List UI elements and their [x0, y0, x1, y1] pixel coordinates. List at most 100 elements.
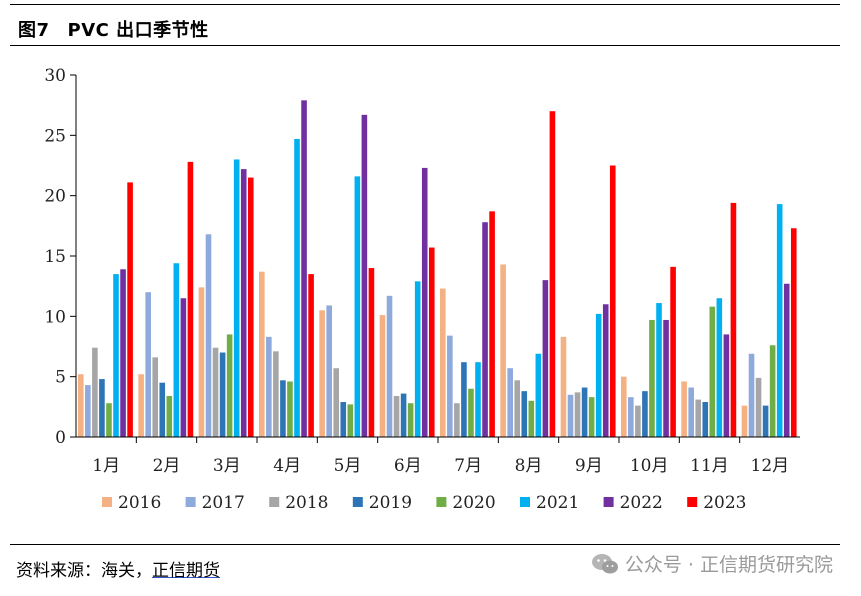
- x-tick-label: 3月: [213, 456, 241, 476]
- x-tick-label: 9月: [575, 456, 603, 476]
- bar-2021-11: [716, 298, 723, 437]
- bar-2023-5: [368, 268, 375, 437]
- bar-2018-6: [393, 395, 400, 437]
- wechat-icon: [591, 553, 618, 573]
- x-tick-label: 11月: [690, 456, 729, 476]
- bar-2016-2: [138, 374, 144, 437]
- bar-2022-3: [240, 169, 247, 437]
- bar-2018-7: [454, 403, 460, 437]
- y-tick-label: 15: [44, 247, 66, 267]
- bar-2019-11: [702, 402, 709, 437]
- bar-2023-3: [247, 177, 254, 437]
- legend-swatch-2023: [687, 497, 698, 507]
- bar-2020-2: [166, 395, 173, 437]
- bar-2019-6: [400, 393, 407, 437]
- source-org: 正信期货: [152, 561, 220, 581]
- bar-2021-7: [475, 362, 481, 437]
- bar-2020-1: [106, 403, 112, 437]
- bar-2021-5: [354, 176, 361, 438]
- legend-label-2018: 2018: [285, 493, 328, 513]
- bar-2023-9: [609, 165, 616, 437]
- figure-number: 图7: [18, 20, 50, 41]
- legend: 2016 2017 2018 2019 2020 2021 2022 2023: [102, 493, 746, 513]
- bar-2016-3: [198, 287, 205, 437]
- bar-2023-11: [730, 202, 737, 437]
- legend-label-2023: 2023: [703, 493, 746, 513]
- bar-2016-6: [379, 315, 386, 437]
- source-prefix: 资料来源：海关，: [16, 561, 152, 581]
- y-tick-label: 10: [44, 307, 66, 327]
- bar-2017-6: [386, 295, 393, 437]
- bar-2017-3: [205, 234, 212, 437]
- bar-2022-1: [120, 269, 126, 437]
- x-tick-label: 1月: [92, 456, 120, 476]
- bar-2022-5: [361, 114, 368, 437]
- bar-2020-5: [347, 404, 354, 437]
- bar-2017-2: [145, 292, 151, 437]
- legend-swatch-2018: [269, 497, 280, 507]
- bar-2021-4: [294, 138, 300, 437]
- bar-2017-10: [628, 397, 634, 437]
- legend-label-2016: 2016: [118, 493, 161, 513]
- bar-2016-7: [440, 288, 446, 437]
- x-tick-label: 12月: [751, 456, 790, 476]
- bar-2021-6: [414, 281, 421, 437]
- legend-label-2021: 2021: [536, 493, 579, 513]
- bar-2021-8: [535, 353, 542, 437]
- x-tick-label: 7月: [454, 456, 482, 476]
- bar-chart: 0 5 10 15 20 25 30 1月 2月 3月 4月 5月 6月 7月 8月 9月 10月 11月 12月…: [44, 66, 800, 513]
- bar-2021-1: [113, 274, 119, 437]
- bar-2023-6: [428, 247, 435, 437]
- footer-rule: [10, 544, 840, 545]
- bar-2018-1: [92, 347, 98, 437]
- bar-2016-5: [319, 310, 325, 437]
- bar-2016-10: [621, 376, 627, 437]
- legend-swatch-2016: [102, 497, 112, 507]
- x-tick-label: 4月: [273, 456, 301, 476]
- watermark-text: 公众号 · 正信期货研究院: [624, 554, 833, 576]
- watermark: 公众号 · 正信期货研究院: [591, 550, 833, 577]
- bar-2020-3: [226, 334, 233, 437]
- bar-2017-4: [266, 336, 272, 437]
- bar-2016-1: [78, 374, 84, 437]
- x-tick-label: 10月: [630, 456, 669, 476]
- legend-label-2022: 2022: [620, 493, 663, 513]
- bar-2019-9: [581, 387, 588, 437]
- bar-2020-8: [528, 400, 535, 437]
- legend-label-2019: 2019: [369, 493, 412, 513]
- y-tick-label: 25: [44, 126, 66, 146]
- bar-2018-5: [333, 368, 340, 437]
- bar-2017-9: [567, 394, 574, 437]
- bar-2021-12: [776, 204, 783, 437]
- bar-2019-7: [461, 362, 467, 437]
- bar-2019-4: [280, 380, 286, 437]
- bar-2020-9: [588, 397, 595, 437]
- bar-2017-7: [447, 335, 453, 437]
- bar-2019-12: [762, 405, 769, 437]
- legend-label-2017: 2017: [202, 493, 245, 513]
- bar-2019-1: [99, 379, 105, 437]
- y-tick-label: 20: [44, 187, 66, 207]
- bar-2022-8: [542, 280, 549, 437]
- bar-2018-2: [152, 357, 159, 437]
- bar-2023-7: [489, 211, 495, 437]
- title-rule: [10, 45, 840, 46]
- bar-2018-12: [755, 377, 762, 437]
- bar-2020-10: [649, 319, 655, 437]
- bar-2019-10: [642, 391, 648, 437]
- bar-2023-2: [187, 161, 194, 437]
- bar-2017-1: [85, 385, 91, 437]
- bar-2023-10: [670, 266, 676, 437]
- legend-swatch-2020: [436, 497, 447, 507]
- bar-2016-9: [560, 336, 567, 437]
- bar-2022-6: [421, 167, 428, 437]
- bar-2017-5: [326, 305, 332, 437]
- bar-2023-4: [308, 274, 314, 437]
- bar-2021-2: [173, 263, 180, 437]
- bars-group: [78, 100, 797, 438]
- bar-2017-12: [748, 353, 755, 437]
- bar-2022-12: [783, 283, 790, 437]
- bar-2019-3: [219, 352, 226, 437]
- bar-2022-10: [663, 319, 669, 437]
- legend-swatch-2017: [185, 497, 196, 507]
